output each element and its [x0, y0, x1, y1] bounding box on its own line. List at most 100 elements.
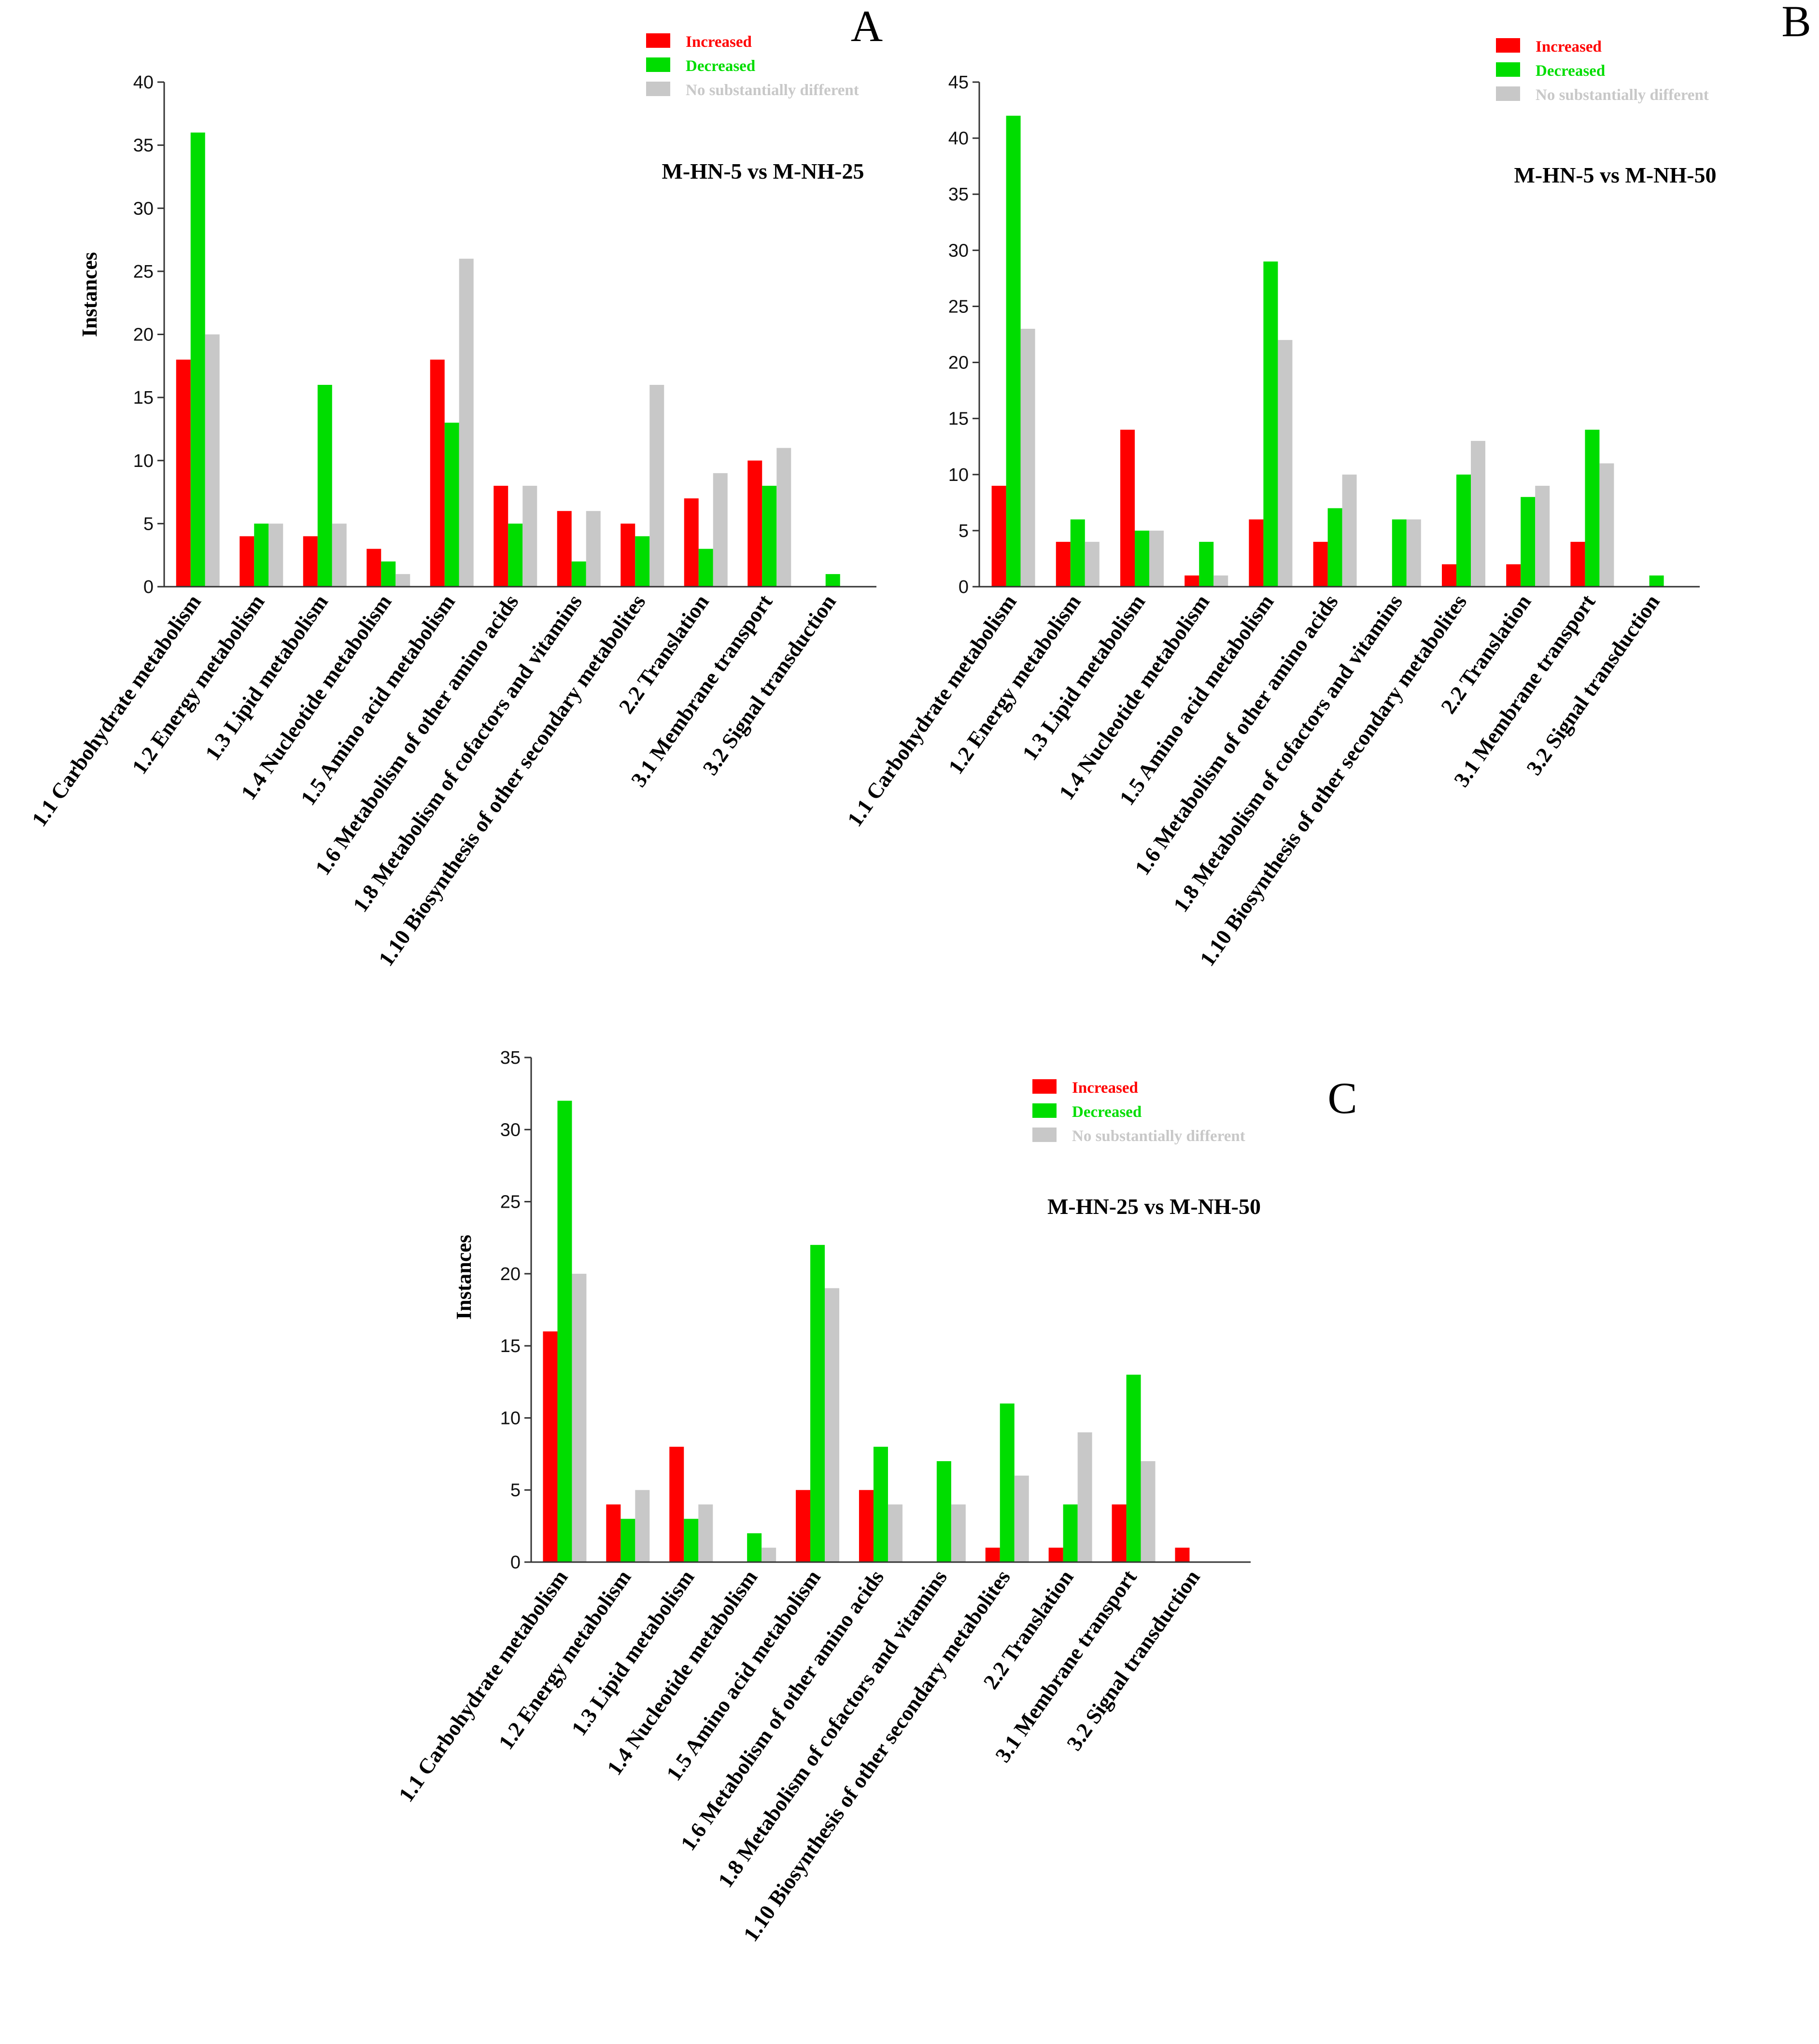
panel-c-y-tick-label: 35 — [500, 1048, 521, 1068]
panel-c-y-tick-label: 10 — [500, 1408, 521, 1428]
panel-c-bar-increased-5 — [859, 1490, 874, 1562]
panel-a-bar-no-substantially-different-2 — [332, 523, 347, 587]
panel-b-bar-no-substantially-different-2 — [1149, 530, 1164, 587]
panel-a-y-tick-label: 40 — [133, 72, 154, 93]
panel-c-bar-increased-1 — [606, 1504, 621, 1562]
panel-b-bar-decreased-8 — [1521, 497, 1536, 587]
panel-b-bar-decreased-3 — [1199, 542, 1214, 587]
panel-a-bar-decreased-9 — [762, 486, 777, 587]
panel-a-y-tick-label: 10 — [133, 451, 154, 471]
panel-b-bar-no-substantially-different-5 — [1342, 474, 1357, 587]
panel-b-bar-decreased-1 — [1070, 519, 1085, 587]
panel-c-bar-increased-0 — [543, 1331, 558, 1562]
panel-b-bar-no-substantially-different-8 — [1535, 486, 1550, 587]
panel-b-bar-increased-7 — [1442, 564, 1456, 587]
panel-a-legend-swatch-decreased — [646, 57, 670, 72]
panel-b-y-tick-label: 20 — [948, 353, 969, 373]
panel-c-legend-label-no-substantially-different: No substantially different — [1072, 1128, 1245, 1145]
panel-a-y-tick-label: 25 — [133, 262, 154, 282]
panel-b-legend-label-no-substantially-different: No substantially different — [1536, 86, 1709, 104]
panel-a-legend-label-decreased: Decreased — [686, 57, 755, 75]
panel-b-legend-swatch-increased — [1496, 38, 1520, 53]
panel-a-y-tick-label: 20 — [133, 325, 154, 345]
panel-b-x-tick-label: 1.3 Lipid metabolism — [1017, 590, 1150, 764]
panel-c-y-tick-label: 15 — [500, 1336, 521, 1356]
panel-a-bar-no-substantially-different-3 — [395, 574, 410, 587]
panel-c-bar-no-substantially-different-8 — [1077, 1432, 1092, 1562]
panel-c: C M-HN-25 vs M-NH-50 Instances 0 5 10 15 20 25 30… — [394, 1048, 1357, 1946]
panel-b-legend: Increased Decreased No substantially diffe… — [1496, 38, 1709, 104]
panel-c-legend-swatch-no-substantially-different — [1032, 1128, 1057, 1142]
panel-b-bar-no-substantially-different-4 — [1278, 340, 1293, 587]
panel-b-y-tick-label: 15 — [948, 409, 969, 429]
panel-c-bar-decreased-8 — [1063, 1504, 1078, 1562]
panel-c-y-tick-label: 30 — [500, 1120, 521, 1140]
panel-a-legend: Increased Decreased No substantially diffe… — [646, 33, 859, 99]
panel-a-bar-increased-8 — [684, 498, 699, 587]
panel-c-bar-no-substantially-different-2 — [698, 1504, 713, 1562]
panel-a-bar-no-substantially-different-7 — [649, 385, 664, 587]
panel-c-bar-no-substantially-different-3 — [761, 1548, 776, 1562]
panel-b-bar-increased-5 — [1313, 542, 1328, 587]
panel-c-bar-no-substantially-different-7 — [1014, 1475, 1029, 1562]
panel-c-x-tick-label: 1.3 Lipid metabolism — [566, 1565, 699, 1740]
panel-c-legend-label-increased: Increased — [1072, 1079, 1138, 1097]
panel-c-bar-decreased-1 — [620, 1519, 635, 1562]
panel-a-bar-increased-6 — [557, 511, 572, 587]
panel-c-y-axis-label: Instances — [452, 1235, 476, 1320]
panel-c-bar-no-substantially-different-6 — [951, 1504, 966, 1562]
panel-b-y-tick-label: 45 — [948, 72, 969, 93]
panel-b-bar-decreased-7 — [1456, 474, 1471, 587]
panel-a-bar-decreased-3 — [381, 561, 396, 587]
panel-b-bar-no-substantially-different-9 — [1599, 463, 1614, 587]
panel-a-bar-no-substantially-different-8 — [713, 473, 728, 587]
panel-c-title: M-HN-25 vs M-NH-50 — [1047, 1194, 1261, 1219]
panel-c-bar-decreased-7 — [1000, 1403, 1015, 1562]
panel-b-title: M-HN-5 vs M-NH-50 — [1514, 163, 1716, 187]
panel-a-legend-label-increased: Increased — [686, 33, 752, 51]
panel-c-bar-decreased-2 — [684, 1519, 699, 1562]
panel-a-y-axis-label: Instances — [78, 252, 101, 337]
panel-c-bar-decreased-0 — [557, 1100, 572, 1562]
panel-a-bar-increased-3 — [367, 549, 381, 587]
panel-a-bar-decreased-7 — [635, 536, 650, 587]
panel-b-y-tick-label: 25 — [948, 296, 969, 317]
panel-b-bar-no-substantially-different-3 — [1213, 575, 1228, 587]
panel-a-bar-no-substantially-different-4 — [459, 258, 474, 587]
panel-a-y-tick-label: 5 — [143, 514, 154, 534]
panel-c-legend-swatch-increased — [1032, 1079, 1057, 1094]
panel-a-bar-decreased-10 — [825, 574, 840, 587]
panel-a: A M-HN-5 vs M-NH-25 Instances 0 5 10 15 20 25 30 3… — [27, 1, 883, 971]
panel-c-legend-label-decreased: Decreased — [1072, 1103, 1142, 1121]
panel-a-legend-swatch-increased — [646, 33, 670, 48]
panel-c-bar-decreased-3 — [747, 1533, 762, 1562]
panel-b-bar-increased-3 — [1184, 575, 1199, 587]
panel-b-bar-decreased-10 — [1649, 575, 1664, 587]
panel-b-legend-swatch-decreased — [1496, 62, 1520, 77]
panel-c-bar-increased-10 — [1175, 1548, 1190, 1562]
panel-a-x-tick-label: 1.8 Metabolism of cofactors and vitamins — [348, 590, 587, 916]
panel-c-bar-no-substantially-different-4 — [825, 1288, 840, 1562]
panel-b-y-tick-label: 40 — [948, 128, 969, 149]
panel-a-y-tick-label: 15 — [133, 388, 154, 408]
panel-a-bar-increased-5 — [494, 486, 508, 587]
panel-a-bar-decreased-6 — [571, 561, 586, 587]
panel-a-bar-increased-4 — [430, 359, 445, 587]
panel-a-bar-increased-1 — [240, 536, 254, 587]
panel-b-bar-decreased-5 — [1327, 508, 1342, 587]
panel-c-y-tick-label: 20 — [500, 1264, 521, 1284]
panel-a-bar-increased-9 — [747, 460, 762, 587]
panel-b-bar-no-substantially-different-0 — [1020, 328, 1035, 587]
panel-b-bar-increased-2 — [1120, 429, 1135, 587]
panel-b-y-tick-label: 10 — [948, 465, 969, 485]
panel-a-y-tick-label: 35 — [133, 136, 154, 156]
panel-c-bar-decreased-5 — [873, 1447, 888, 1562]
panel-b-bar-decreased-4 — [1263, 261, 1278, 587]
panel-b-bar-increased-9 — [1570, 542, 1585, 587]
panel-a-x-tick-label: 1.3 Lipid metabolism — [200, 590, 333, 764]
panel-b-legend-label-increased: Increased — [1536, 38, 1602, 56]
panel-b-letter: B — [1781, 0, 1811, 46]
panel-c-bar-decreased-9 — [1126, 1374, 1141, 1562]
panel-a-bar-decreased-1 — [254, 523, 269, 587]
panel-a-bar-no-substantially-different-5 — [522, 486, 537, 587]
